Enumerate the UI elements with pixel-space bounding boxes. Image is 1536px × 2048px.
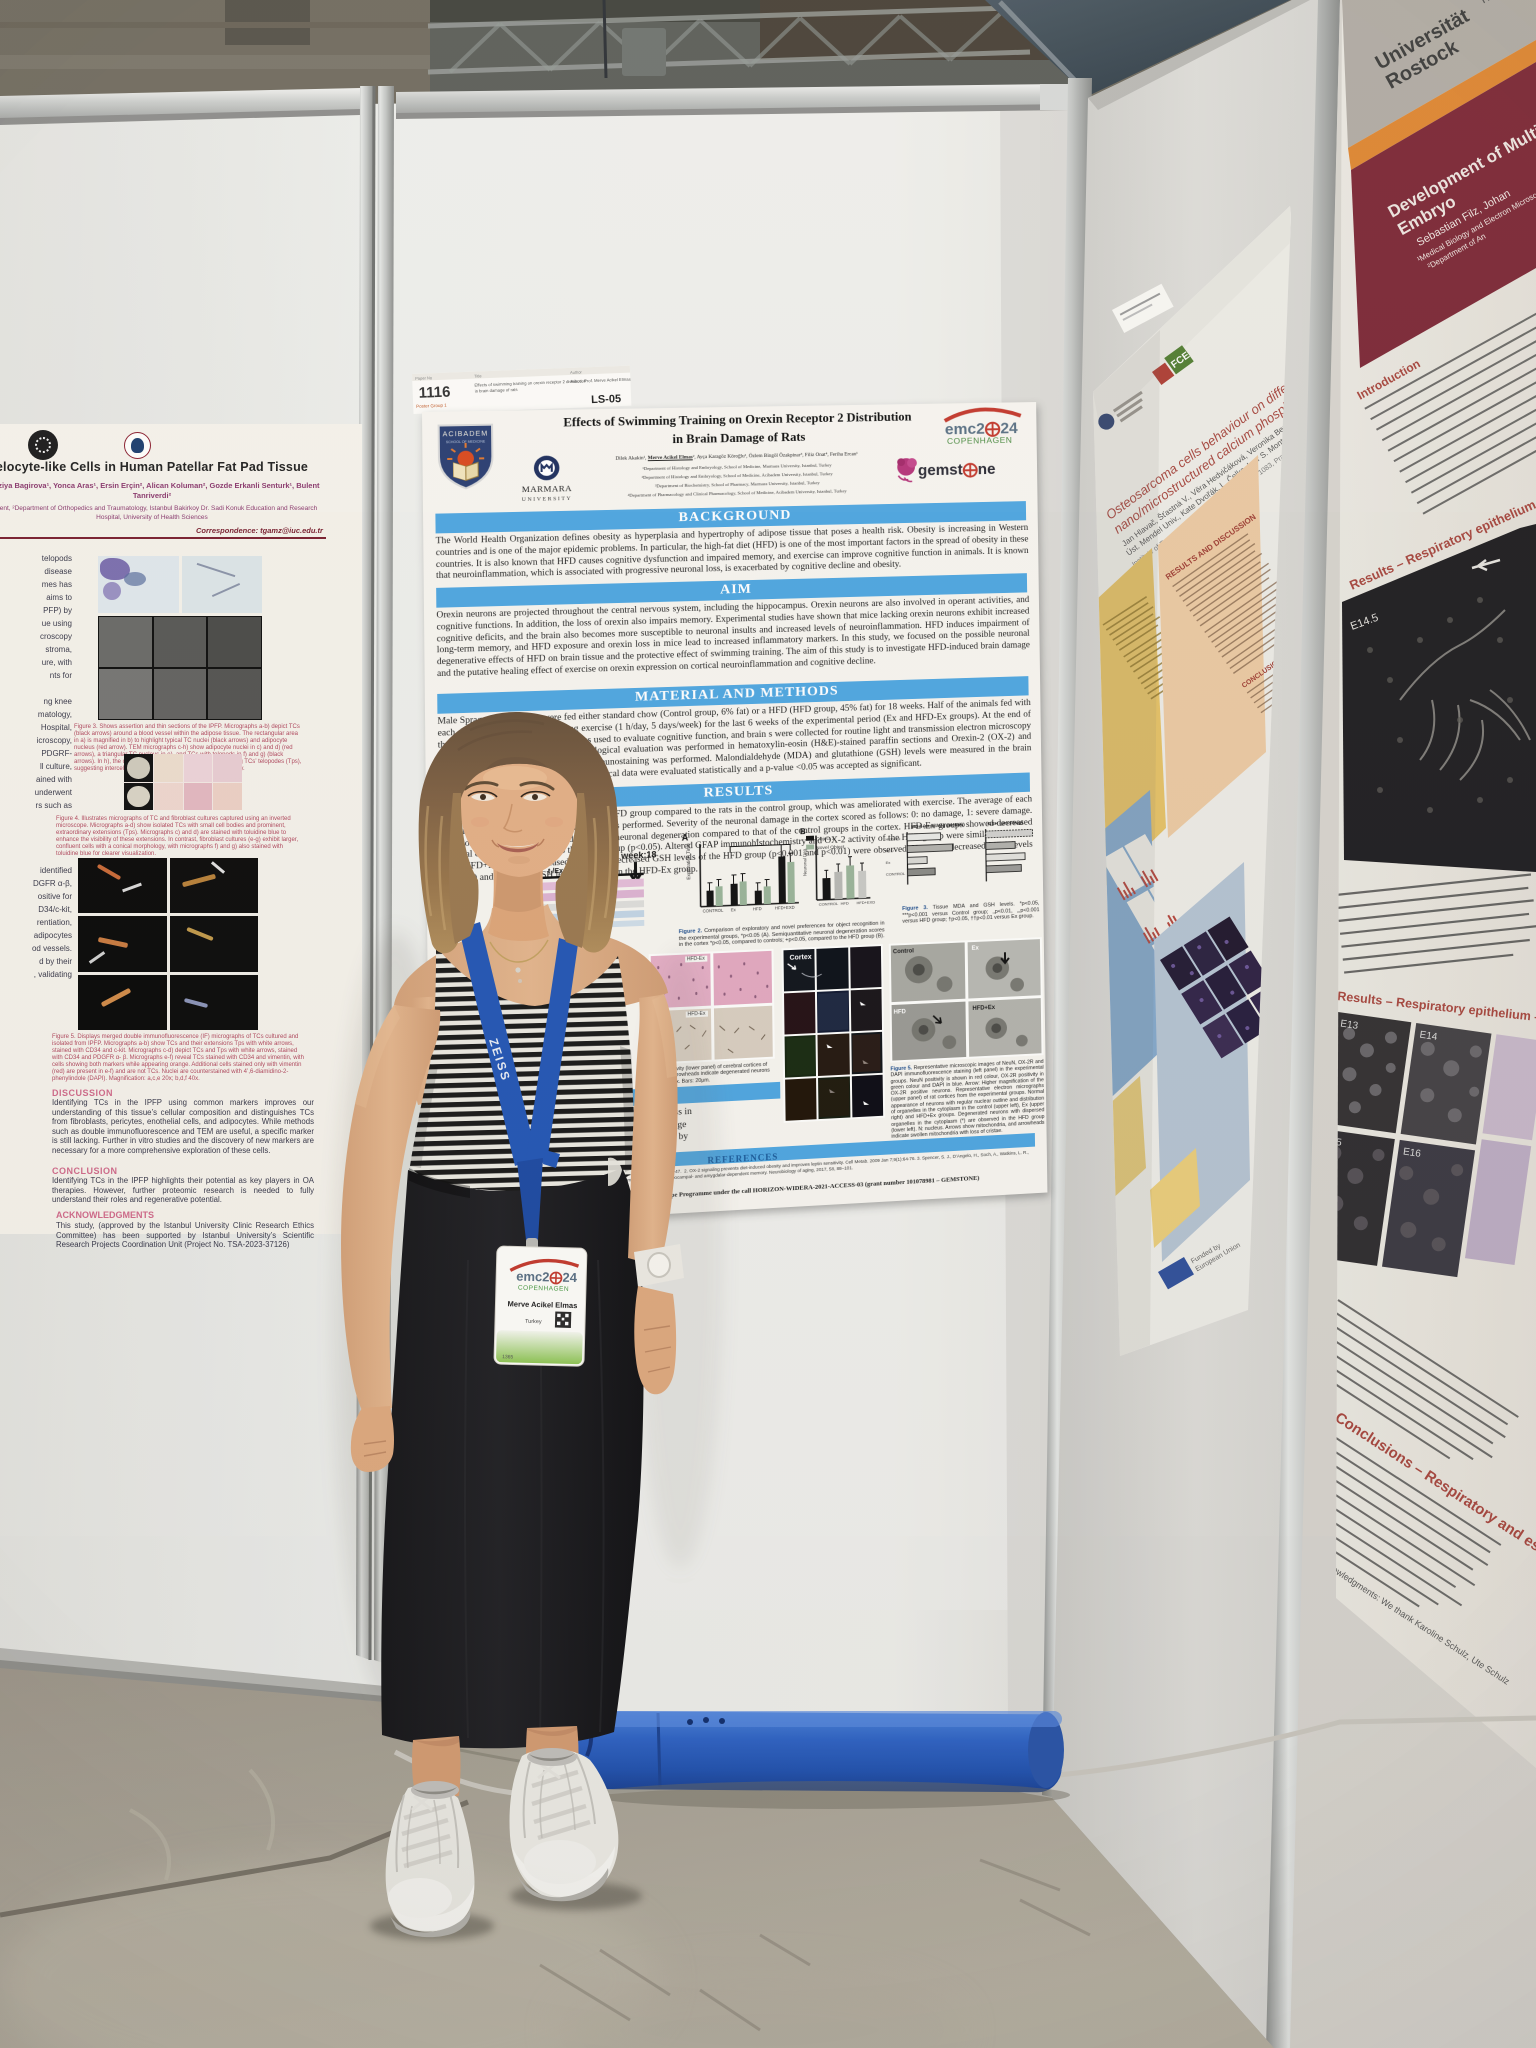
svg-text:LS-05: LS-05 <box>591 393 621 406</box>
svg-text:Paper No: Paper No <box>415 375 433 381</box>
svg-text:E16: E16 <box>1402 1146 1422 1159</box>
svg-text:1116: 1116 <box>418 384 450 402</box>
svg-text:Title: Title <box>474 373 482 378</box>
svg-text:HFD+Ex: HFD+Ex <box>885 836 900 841</box>
svg-text:HFD: HFD <box>886 848 894 853</box>
svg-text:Control: Control <box>893 948 914 956</box>
svg-text:COPENHAGEN: COPENHAGEN <box>518 1285 569 1293</box>
svg-text:Exploration Time: Exploration Time <box>686 843 692 880</box>
svg-text:HFD: HFD <box>894 1008 907 1015</box>
svg-text:MARMARA: MARMARA <box>522 483 572 494</box>
svg-text:HFD+EXD: HFD+EXD <box>857 900 876 906</box>
svg-text:Turkey: Turkey <box>525 1319 542 1325</box>
svg-text:HFD+Ex: HFD+Ex <box>972 1004 995 1012</box>
svg-text:HFD+EXD: HFD+EXD <box>775 905 795 911</box>
svg-text:Neuronal Deg.: Neuronal Deg. <box>802 848 807 876</box>
svg-text:E13: E13 <box>1340 1018 1360 1031</box>
svg-text:Novel Object: Novel Object <box>816 844 845 851</box>
svg-text:HFD: HFD <box>841 901 849 906</box>
svg-text:CONTROL: CONTROL <box>886 871 906 877</box>
svg-text:A: A <box>682 833 689 843</box>
svg-text:gemst⨁ne: gemst⨁ne <box>918 462 996 480</box>
svg-text:MDA (nmol/mg protein): MDA (nmol/mg protein) <box>911 822 965 830</box>
svg-text:Assoc. Prof. Merve Acikel Elma: Assoc. Prof. Merve Acikel Elmas <box>570 377 630 384</box>
svg-text:Poster Group 1: Poster Group 1 <box>416 403 447 409</box>
svg-text:Merve Acikel Elmas: Merve Acikel Elmas <box>507 1299 577 1310</box>
svg-text:Ex: Ex <box>731 907 737 912</box>
svg-text:*: * <box>756 838 759 846</box>
svg-text:CONTROL: CONTROL <box>703 908 724 914</box>
svg-text:Author: Author <box>570 369 583 374</box>
svg-text:UNIVERSITY: UNIVERSITY <box>522 496 573 503</box>
svg-text:E14: E14 <box>1419 1030 1439 1043</box>
svg-text:in brain damage of rats: in brain damage of rats <box>475 387 518 394</box>
svg-text:SCHOOL OF MEDICINE: SCHOOL OF MEDICINE <box>446 440 486 445</box>
svg-text:Cortex: Cortex <box>790 953 812 962</box>
svg-text:B: B <box>800 827 806 836</box>
svg-text:1365: 1365 <box>502 1354 513 1360</box>
svg-text:COPENHAGEN: COPENHAGEN <box>947 435 1013 446</box>
svg-text:E15: E15 <box>1323 1135 1343 1148</box>
svg-text:Ex: Ex <box>886 860 891 865</box>
svg-text:GSH (μmol/mg): GSH (μmol/mg) <box>987 820 1023 827</box>
svg-text:emc2⨁24: emc2⨁24 <box>516 1269 578 1286</box>
svg-text:week:18: week:18 <box>620 850 657 861</box>
svg-text:CONTROL: CONTROL <box>819 901 839 907</box>
svg-text:emc2⨁24: emc2⨁24 <box>945 420 1018 438</box>
svg-text:HFD: HFD <box>753 906 762 911</box>
svg-text:ACIBADEM: ACIBADEM <box>443 430 489 439</box>
svg-text:Effects of swimming training o: Effects of swimming training on orexin r… <box>474 378 587 387</box>
svg-text:Ex: Ex <box>972 945 980 952</box>
svg-text:Object 1: Object 1 <box>816 836 835 842</box>
